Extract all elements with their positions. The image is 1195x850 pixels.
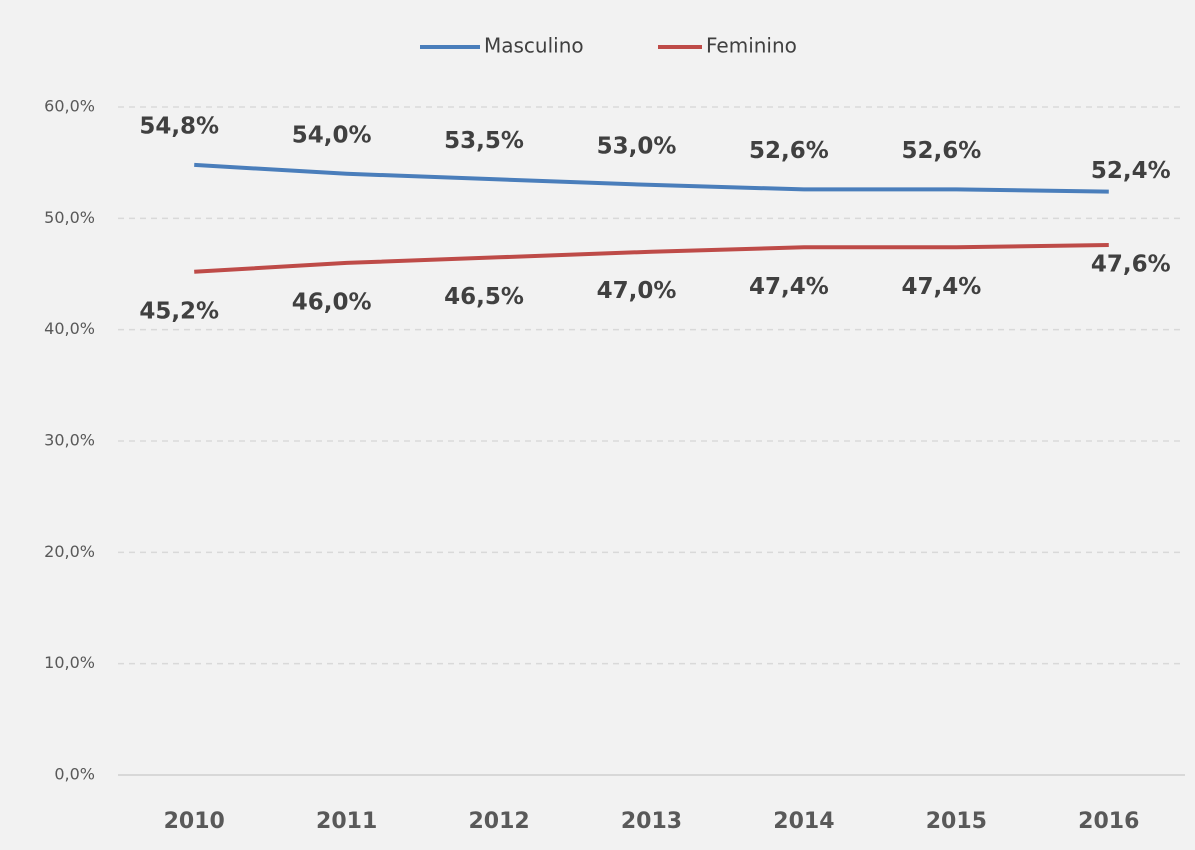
x-tick-label: 2015 — [926, 809, 987, 834]
data-label: 46,0% — [292, 289, 372, 315]
data-label: 54,0% — [292, 122, 372, 148]
y-tick-label: 10,0% — [44, 653, 95, 672]
series-line — [194, 162, 1109, 194]
y-tick-label: 40,0% — [44, 319, 95, 338]
data-label: 45,2% — [139, 298, 219, 324]
data-label: 52,6% — [749, 138, 829, 164]
x-tick-label: 2011 — [316, 809, 377, 834]
y-tick-label: 20,0% — [44, 542, 95, 561]
legend-label: Masculino — [484, 34, 584, 58]
y-tick-label: 50,0% — [44, 208, 95, 227]
data-label: 47,4% — [749, 274, 829, 300]
data-label: 46,5% — [444, 284, 524, 310]
x-tick-label: 2016 — [1078, 809, 1139, 834]
x-tick-label: 2010 — [164, 809, 225, 834]
y-tick-label: 60,0% — [44, 97, 95, 116]
data-label: 52,6% — [901, 138, 981, 164]
data-label: 53,5% — [444, 128, 524, 154]
y-tick-label: 30,0% — [44, 431, 95, 450]
y-tick-label: 0,0% — [54, 765, 95, 784]
x-tick-label: 2013 — [621, 809, 682, 834]
data-label: 47,6% — [1091, 252, 1171, 278]
x-tick-label: 2014 — [773, 809, 834, 834]
data-label: 53,0% — [597, 133, 677, 159]
data-label: 47,0% — [597, 278, 677, 304]
series-line — [194, 243, 1109, 274]
data-label: 54,8% — [139, 113, 219, 139]
data-label: 52,4% — [1091, 158, 1171, 184]
data-label: 47,4% — [901, 274, 981, 300]
legend-label: Feminino — [706, 34, 797, 58]
x-tick-label: 2012 — [468, 809, 529, 834]
